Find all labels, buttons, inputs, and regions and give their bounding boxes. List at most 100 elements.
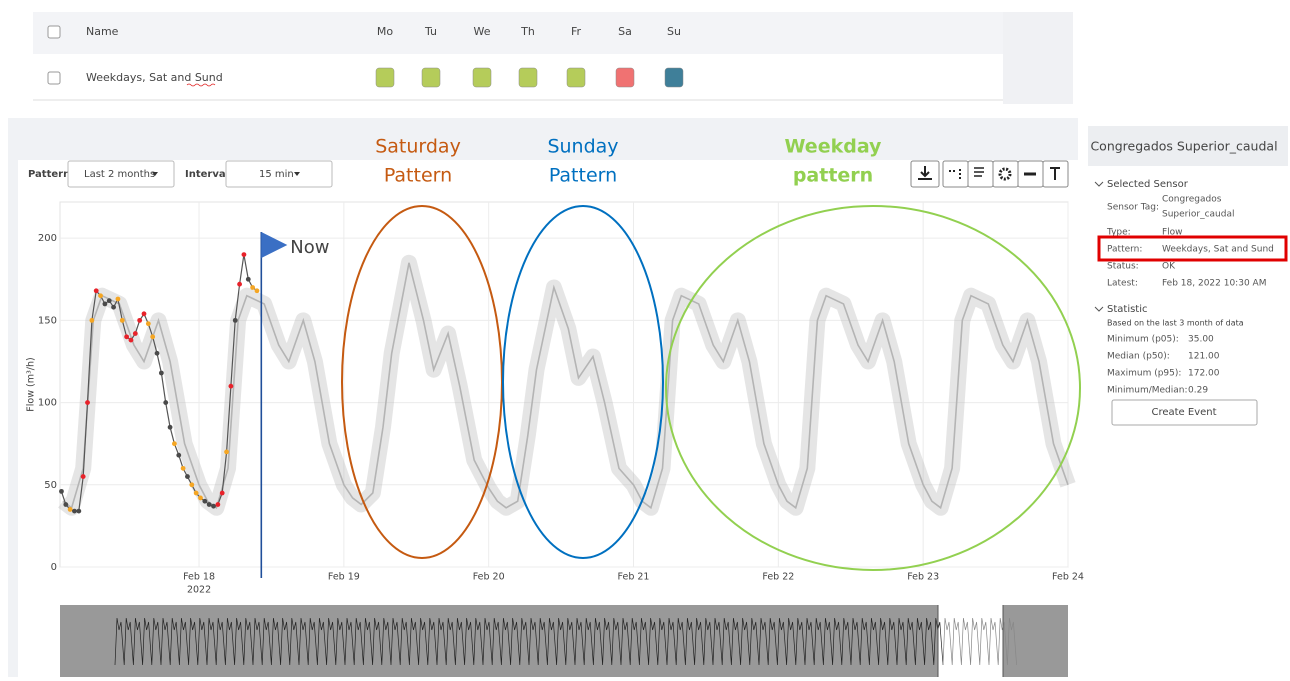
- section-heading: Statistic: [1107, 304, 1148, 315]
- field-label: Latest:: [1107, 279, 1138, 289]
- spell-squiggle: [186, 83, 216, 87]
- day-color[interactable]: [472, 67, 492, 88]
- stat-label: Median (p50):: [1107, 352, 1170, 362]
- pattern-select[interactable]: [67, 160, 175, 188]
- column-header: Su: [667, 25, 681, 38]
- field-label: Sensor Tag:: [1107, 203, 1159, 213]
- sensor-fields: Type: Flow Pattern: Weekdays, Sat and Sund S…: [1106, 228, 1274, 289]
- observed-point: [102, 301, 108, 307]
- y-tick-label: 0: [51, 562, 57, 573]
- field-value: Weekdays, Sat and Sund: [1162, 245, 1274, 255]
- column-header: We: [474, 25, 491, 38]
- y-tick-label: 200: [38, 233, 57, 244]
- observed-point: [158, 370, 164, 376]
- observed-line: [60, 254, 258, 512]
- observed-point: [185, 474, 190, 479]
- x-tick-label: Feb 19: [328, 572, 360, 583]
- download-icon: [918, 166, 932, 180]
- column-header: Mo: [377, 25, 393, 38]
- pattern-label: Pattern: [28, 169, 70, 180]
- stat-label: Minimum/Median:: [1107, 386, 1188, 396]
- interval-select[interactable]: [225, 160, 333, 188]
- observed-point: [85, 400, 90, 405]
- field-label: Type:: [1106, 228, 1131, 238]
- observed-point: [219, 490, 225, 496]
- navigator: [114, 605, 1017, 677]
- list-button[interactable]: [967, 160, 994, 188]
- day-color[interactable]: [421, 67, 441, 88]
- field-label: Pattern:: [1107, 245, 1142, 255]
- observed-point: [228, 383, 234, 389]
- sidebar-title: Congregados Superior_caudal: [1090, 139, 1277, 154]
- field-value: OK: [1162, 262, 1176, 272]
- observed-point: [241, 252, 247, 258]
- observed-point: [111, 304, 116, 310]
- annotation: pattern: [793, 165, 873, 187]
- field-value: Congregados: [1162, 195, 1222, 205]
- observed-point: [67, 507, 73, 512]
- button-label: Create Event: [1151, 407, 1216, 418]
- interval-label: Interval: [185, 169, 229, 180]
- annotation: Weekday: [785, 136, 883, 158]
- now-flag: [261, 232, 288, 258]
- observed-point: [124, 334, 130, 340]
- observed-point: [245, 276, 251, 282]
- day-color[interactable]: [664, 67, 684, 88]
- checkbox[interactable]: [47, 71, 61, 85]
- y-axis-label: Flow (m³/h): [26, 357, 37, 411]
- create-event-button[interactable]: [1111, 399, 1258, 426]
- observed-point: [237, 281, 242, 287]
- annotation: Sunday: [547, 136, 618, 158]
- observed-point: [180, 465, 186, 471]
- settings-button[interactable]: [992, 160, 1019, 188]
- observed-point: [93, 288, 99, 294]
- column-header: Fr: [571, 25, 582, 38]
- field-value: Flow: [1162, 228, 1183, 238]
- chevron: [1094, 306, 1104, 312]
- pattern-ellipse: [502, 205, 664, 559]
- chevron: [1094, 181, 1104, 187]
- field-value: Feb 18, 2022 10:30 AM: [1162, 279, 1266, 289]
- stat-value: 35.00: [1188, 335, 1214, 345]
- annotation: Pattern: [549, 165, 617, 187]
- observed-point: [89, 317, 95, 323]
- pattern-line: [62, 262, 1069, 510]
- day-color[interactable]: [566, 67, 586, 88]
- observed-point: [167, 424, 173, 430]
- column-header: Th: [520, 25, 535, 38]
- observed-point: [132, 331, 138, 336]
- observed-point: [250, 285, 256, 290]
- navigator-mask: [60, 605, 938, 677]
- observed-point: [211, 503, 216, 509]
- row-name: Weekdays, Sat and Sund: [86, 71, 223, 84]
- now-label: Now: [290, 237, 329, 258]
- checkbox[interactable]: [47, 25, 61, 39]
- observed-point: [189, 482, 195, 488]
- stat-label: Minimum (p05):: [1107, 335, 1179, 345]
- marker-button[interactable]: [942, 160, 969, 188]
- observed-point: [76, 508, 82, 514]
- x-tick-label: Feb 22: [762, 572, 794, 583]
- observed-point: [176, 452, 182, 458]
- observed-point: [59, 488, 64, 494]
- stat-note: Based on the last 3 month of data: [1107, 319, 1244, 328]
- observed-point: [145, 321, 151, 327]
- observed-point: [72, 508, 77, 514]
- list-icon: [974, 167, 984, 177]
- day-color[interactable]: [518, 67, 538, 88]
- navigator-trace: [942, 617, 1017, 666]
- annotation: Saturday: [375, 136, 461, 158]
- x-sublabel: 2022: [187, 585, 211, 596]
- observed-point: [137, 317, 143, 323]
- y-tick-label: 50: [44, 480, 57, 491]
- y-tick-label: 150: [38, 315, 57, 326]
- day-color[interactable]: [615, 67, 635, 88]
- observed-point: [215, 502, 221, 507]
- day-color[interactable]: [375, 67, 395, 88]
- x-tick-label: Feb 18: [183, 572, 215, 583]
- chart-tools: [910, 160, 1069, 188]
- observed-point: [232, 317, 238, 323]
- observed-point: [254, 288, 260, 294]
- observed-point: [172, 441, 177, 447]
